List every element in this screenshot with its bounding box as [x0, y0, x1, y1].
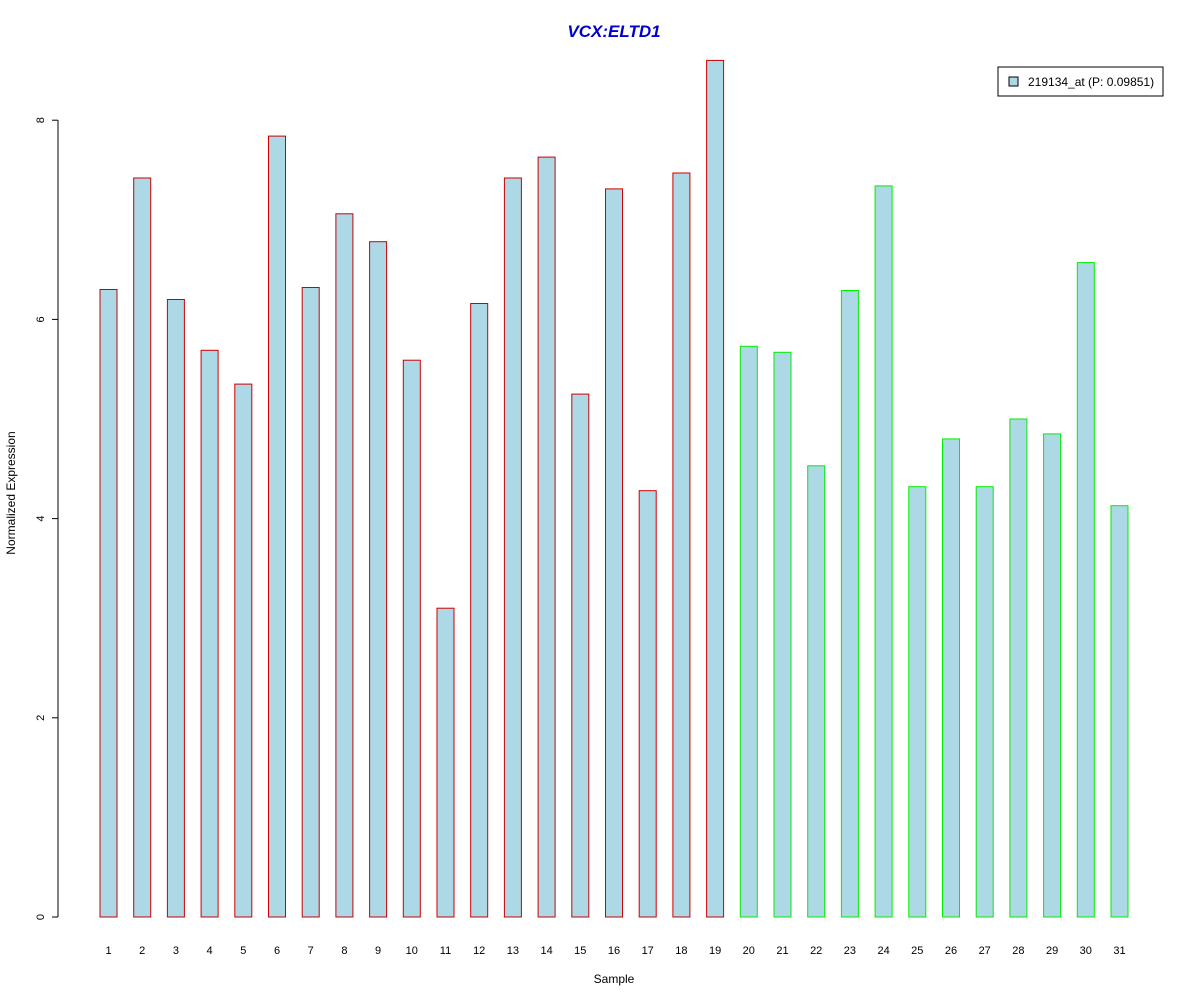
bar-sample-30 [1076, 262, 1095, 918]
bar-sample-10 [402, 359, 421, 918]
bar-sample-18 [672, 172, 691, 918]
x-tick-label: 11 [440, 945, 451, 957]
x-tick-label: 31 [1113, 945, 1125, 957]
x-tick-label: 16 [608, 945, 620, 957]
x-tick-label: 24 [877, 945, 889, 957]
bar-sample-24 [874, 185, 893, 918]
x-tick-labels: 1 2 3 4 5 6 7 8 9 10 11 12 13 14 15 16 17 18 19 20 21 22 23 24 2… [105, 945, 1125, 957]
x-tick-label: 7 [308, 945, 314, 957]
bar-sample-25 [908, 486, 927, 918]
legend-label: 219134_at (P: 0.09851) [1028, 75, 1154, 89]
x-tick-label: 3 [173, 945, 179, 957]
x-tick-label: 12 [473, 945, 485, 957]
x-tick-label: 22 [810, 945, 822, 957]
x-tick-label: 30 [1080, 945, 1092, 957]
bar-sample-2 [133, 177, 152, 918]
x-tick-label: 9 [375, 945, 381, 957]
legend-swatch [1008, 76, 1019, 87]
legend: 219134_at (P: 0.09851) [997, 66, 1164, 97]
y-tick-label: 0 [35, 914, 47, 920]
bar-sample-31 [1110, 505, 1129, 918]
bar-sample-12 [470, 303, 489, 918]
bar-sample-27 [975, 486, 994, 918]
bar-sample-15 [571, 393, 590, 918]
y-tick-label: 2 [35, 715, 47, 721]
bar-sample-4 [200, 349, 219, 918]
x-tick-label: 10 [406, 945, 418, 957]
bar-sample-1 [99, 289, 118, 918]
x-tick-label: 8 [341, 945, 347, 957]
x-tick-label: 28 [1012, 945, 1024, 957]
x-tick-label: 1 [105, 945, 111, 957]
bar-sample-7 [301, 287, 320, 918]
x-tick-label: 29 [1046, 945, 1058, 957]
x-tick-label: 6 [274, 945, 280, 957]
y-tick-label: 8 [35, 117, 47, 123]
bar-sample-20 [739, 345, 758, 918]
bar-sample-19 [706, 59, 725, 918]
bar-sample-6 [268, 135, 286, 918]
bars-group [99, 59, 1129, 918]
bar-sample-13 [503, 177, 522, 918]
bar-sample-26 [942, 438, 960, 918]
x-tick-label: 25 [911, 945, 923, 957]
x-axis-label: Sample [594, 972, 635, 986]
x-tick-label: 27 [979, 945, 991, 957]
x-tick-label: 17 [642, 945, 654, 957]
x-tick-label: 20 [743, 945, 755, 957]
legend-box [997, 66, 1164, 97]
x-tick-label: 4 [207, 945, 213, 957]
x-tick-label: 5 [240, 945, 246, 957]
y-tick-label: 6 [35, 316, 47, 322]
x-tick-label: 26 [945, 945, 957, 957]
bar-sample-23 [840, 290, 859, 918]
bar-sample-16 [605, 188, 623, 918]
y-axis-label: Normalized Expression [4, 431, 18, 554]
x-tick-label: 19 [709, 945, 721, 957]
chart-title: VCX:ELTD1 [567, 22, 660, 41]
x-tick-label: 21 [776, 945, 788, 957]
bar-sample-17 [638, 490, 657, 918]
bar-sample-3 [166, 299, 185, 918]
x-tick-label: 14 [540, 945, 552, 957]
x-tick-label: 2 [139, 945, 145, 957]
bar-sample-8 [335, 213, 354, 918]
bar-sample-29 [1043, 433, 1062, 918]
bar-sample-21 [773, 351, 792, 918]
bar-sample-5 [234, 383, 253, 918]
bar-sample-9 [369, 241, 388, 918]
y-axis: 0 2 4 6 8 [35, 117, 59, 920]
y-tick-label: 4 [35, 516, 47, 522]
bar-sample-14 [537, 156, 556, 918]
x-tick-label: 18 [675, 945, 687, 957]
x-tick-label: 13 [507, 945, 519, 957]
x-tick-label: 23 [844, 945, 856, 957]
x-tick-label: 15 [574, 945, 586, 957]
bar-sample-22 [807, 465, 826, 918]
bar-sample-28 [1009, 418, 1028, 918]
bar-sample-11 [436, 607, 455, 918]
